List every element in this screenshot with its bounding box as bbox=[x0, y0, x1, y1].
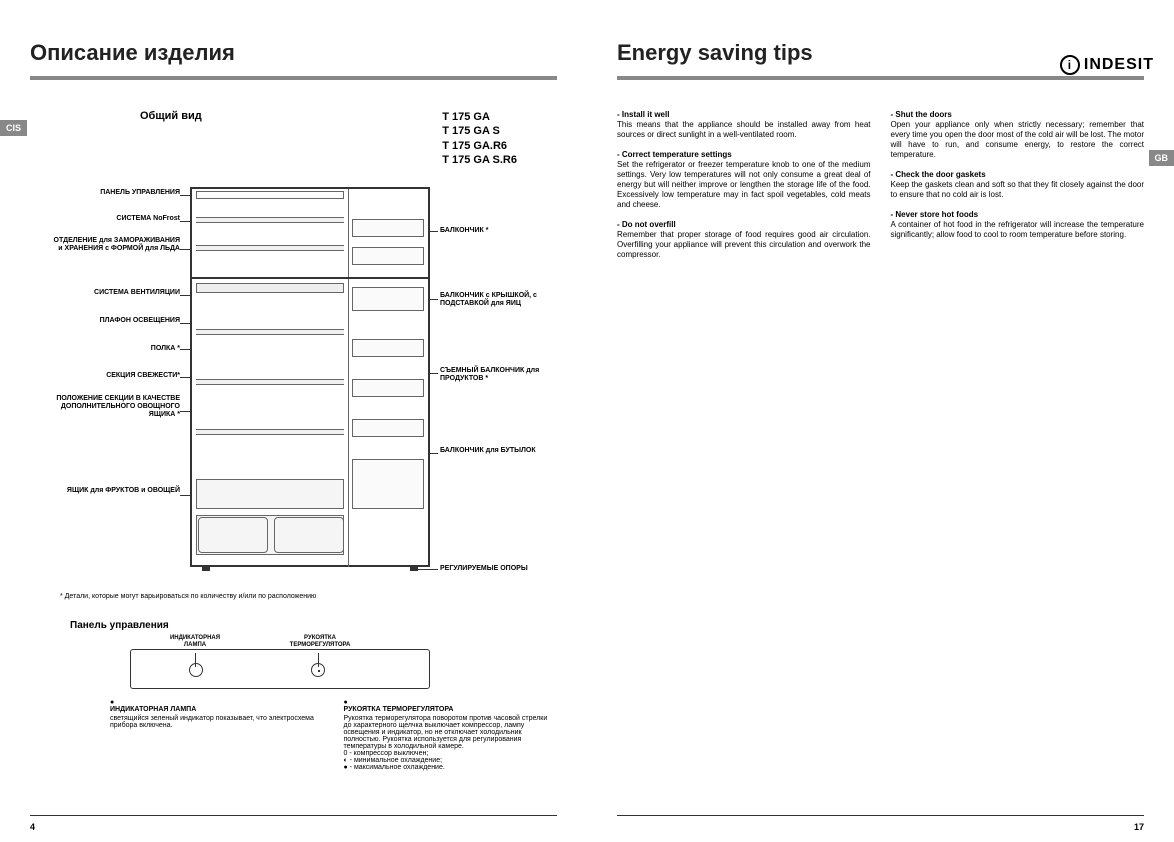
panel-label-lamp: ИНДИКАТОРНАЯ ЛАМПА bbox=[160, 635, 230, 648]
label-control-panel: ПАНЕЛЬ УПРАВЛЕНИЯ bbox=[50, 189, 180, 197]
model-list: T 175 GA T 175 GA S T 175 GA.R6 T 175 GA… bbox=[442, 110, 517, 167]
desc1-text: светящийся зеленый индикатор показывает,… bbox=[110, 715, 314, 729]
brand-name: INDESIT bbox=[1084, 56, 1154, 74]
footer-rule-right bbox=[617, 815, 1144, 816]
label-freezer: ОТДЕЛЕНИЕ для ЗАМОРАЖИВАНИЯ и ХРАНЕНИЯ c… bbox=[50, 237, 180, 252]
side-tab-gb: GB bbox=[1149, 150, 1174, 166]
thermostat-knob-icon bbox=[311, 663, 325, 677]
control-panel-diagram bbox=[130, 649, 430, 689]
fridge-body bbox=[190, 187, 430, 567]
desc1-title: ИНДИКАТОРНАЯ ЛАМПА bbox=[110, 706, 324, 713]
desc2-text: Рукоятка терморегулятора поворотом проти… bbox=[344, 715, 548, 771]
model-3: T 175 GA S.R6 bbox=[442, 153, 517, 167]
label-balcon-egg: БАЛКОНЧИК с КРЫШКОЙ, с ПОДСТАВКОЙ для ЯИ… bbox=[440, 292, 550, 307]
tip1-h: - Install it well bbox=[617, 110, 871, 120]
label-balcon-bottles: БАЛКОНЧИК для БУТЫЛОК bbox=[440, 447, 550, 455]
tips-col-1: - Install it wellThis means that the app… bbox=[617, 110, 871, 270]
tip6-t: A container of hot food in the refrigera… bbox=[891, 220, 1145, 240]
control-panel-section: Панель управления ИНДИКАТОРНАЯ ЛАМПА РУК… bbox=[70, 620, 557, 771]
label-veg-drawer: ЯЩИК для ФРУКТОВ и ОВОЩЕЙ bbox=[50, 487, 180, 495]
label-shelf: ПОЛКА * bbox=[50, 345, 180, 353]
tip2-h: - Correct temperature settings bbox=[617, 150, 871, 160]
brand-logo: i INDESIT bbox=[1060, 55, 1154, 75]
tip4-t: Open your appliance only when strictly n… bbox=[891, 120, 1145, 160]
page-number-left: 4 bbox=[30, 822, 35, 832]
control-panel-title: Панель управления bbox=[70, 620, 557, 631]
label-veg-extra: ПОЛОЖЕНИЕ СЕКЦИИ В КАЧЕСТВЕ ДОПОЛНИТЕЛЬН… bbox=[50, 395, 180, 418]
tip3-h: - Do not overfill bbox=[617, 220, 871, 230]
model-2: T 175 GA.R6 bbox=[442, 139, 517, 153]
tip1-t: This means that the appliance should be … bbox=[617, 120, 871, 140]
label-light: ПЛАФОН ОСВЕЩЕНИЯ bbox=[50, 317, 180, 325]
page-number-right: 17 bbox=[1134, 822, 1144, 832]
indicator-lamp-icon bbox=[189, 663, 203, 677]
divider-right bbox=[617, 76, 1144, 80]
brand-logo-icon: i bbox=[1060, 55, 1080, 75]
tip2-t: Set the refrigerator or freezer temperat… bbox=[617, 160, 871, 210]
footer-rule-left bbox=[30, 815, 557, 816]
label-ventilation: СИСТЕМА ВЕНТИЛЯЦИИ bbox=[50, 289, 180, 297]
page-right: GB Energy saving tips i INDESIT - Instal… bbox=[587, 0, 1174, 842]
page-left: CIS Описание изделия Общий вид T 175 GA … bbox=[0, 0, 587, 842]
divider-left bbox=[30, 76, 557, 80]
model-0: T 175 GA bbox=[442, 110, 517, 124]
label-fresh: СЕКЦИЯ СВЕЖЕСТИ* bbox=[50, 372, 180, 380]
model-1: T 175 GA S bbox=[442, 124, 517, 138]
page-title-left: Описание изделия bbox=[30, 40, 557, 66]
overview-title: Общий вид bbox=[140, 110, 202, 159]
desc2-title: РУКОЯТКА ТЕРМОРЕГУЛЯТОРА bbox=[344, 706, 558, 713]
footnote: * Детали, которые могут варьироваться по… bbox=[60, 593, 557, 600]
label-nofrost: СИСТЕМА NoFrost bbox=[50, 215, 180, 223]
side-tab-cis: CIS bbox=[0, 120, 27, 136]
tip4-h: - Shut the doors bbox=[891, 110, 1145, 120]
panel-descriptions: ИНДИКАТОРНАЯ ЛАМПА светящийся зеленый ин… bbox=[110, 699, 557, 771]
tip6-h: - Never store hot foods bbox=[891, 210, 1145, 220]
fridge-diagram: ПАНЕЛЬ УПРАВЛЕНИЯ СИСТЕМА NoFrost ОТДЕЛЕ… bbox=[50, 167, 550, 587]
tips-col-2: - Shut the doorsOpen your appliance only… bbox=[891, 110, 1145, 270]
tips-columns: - Install it wellThis means that the app… bbox=[617, 110, 1144, 270]
label-feet: РЕГУЛИРУЕМЫЕ ОПОРЫ bbox=[440, 565, 550, 573]
tip5-h: - Check the door gaskets bbox=[891, 170, 1145, 180]
label-balcon-prod: СЪЕМНЫЙ БАЛКОНЧИК для ПРОДУКТОВ * bbox=[440, 367, 550, 382]
tip3-t: Remember that proper storage of food req… bbox=[617, 230, 871, 260]
label-balcon: БАЛКОНЧИК * bbox=[440, 227, 550, 235]
panel-label-thermo: РУКОЯТКА ТЕРМОРЕГУЛЯТОРА bbox=[280, 635, 360, 648]
tip5-t: Keep the gaskets clean and soft so that … bbox=[891, 180, 1145, 200]
